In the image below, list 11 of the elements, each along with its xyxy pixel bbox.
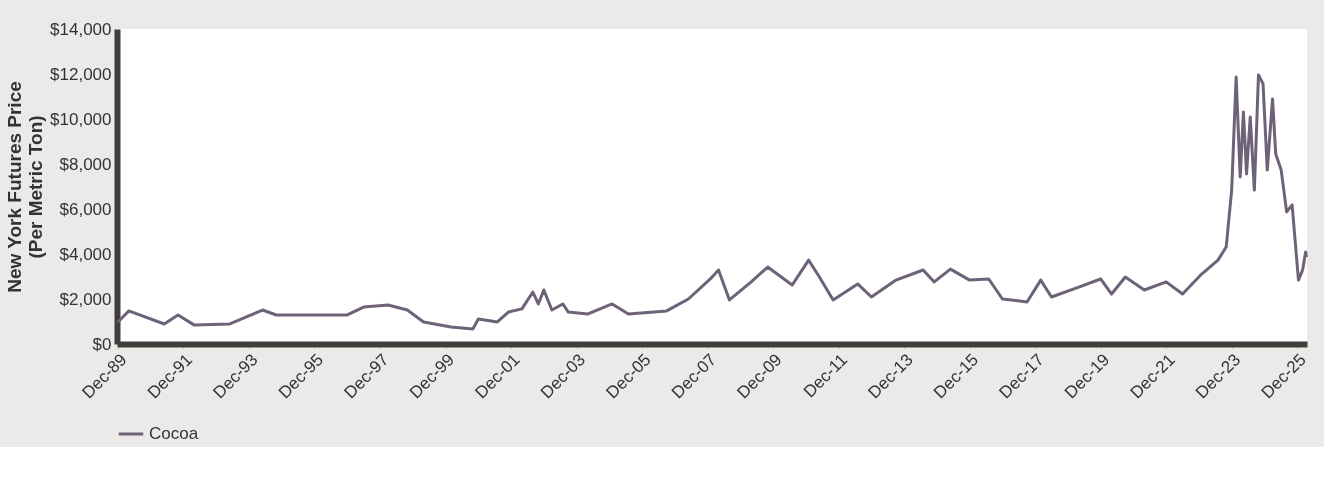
- y-tick-label: $6,000: [59, 199, 112, 219]
- y-tick-label: $2,000: [59, 289, 112, 309]
- legend-label: Cocoa: [149, 424, 199, 443]
- y-tick-label: $0: [92, 334, 112, 354]
- y-tick-label: $12,000: [50, 64, 112, 84]
- y-axis-title: New York Futures Price (Per Metric Ton): [4, 81, 47, 293]
- y-tick-label: $8,000: [59, 154, 112, 174]
- y-tick-label: $10,000: [50, 109, 112, 129]
- y-tick-label: $4,000: [59, 244, 112, 264]
- line-series: [116, 73, 1309, 331]
- y-tick-label: $14,000: [50, 19, 112, 39]
